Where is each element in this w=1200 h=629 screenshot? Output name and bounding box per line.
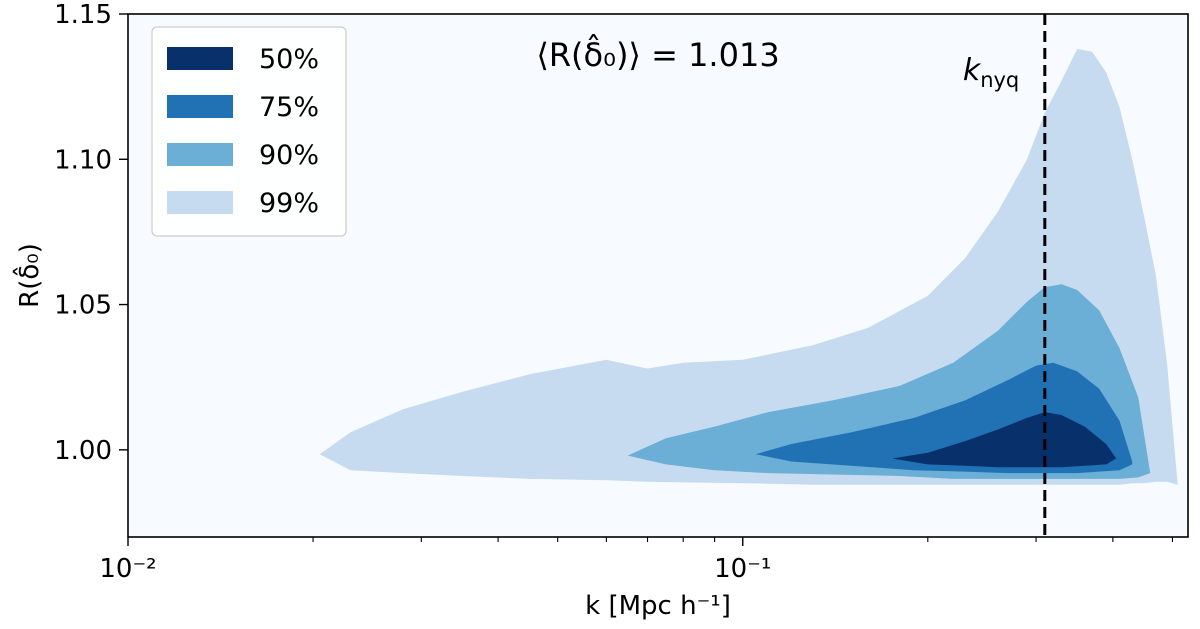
confidence-bands xyxy=(319,48,1178,485)
plot-frame xyxy=(127,13,1189,538)
y-tick-label: 1.15 xyxy=(54,0,112,30)
y-tick-label: 1.05 xyxy=(54,291,112,321)
x-axis-label: k [Mpc h⁻¹] xyxy=(585,591,731,621)
legend: 50% 75% 90% 99% xyxy=(151,26,347,237)
x-axis-ticks: 10⁻² 10⁻¹ xyxy=(99,537,1173,584)
y-axis-ticks: 1.00 1.05 1.10 1.15 xyxy=(54,0,128,466)
legend-label: 50% xyxy=(259,44,319,75)
nyquist-label-sub: nyq xyxy=(980,68,1019,92)
legend-label: 99% xyxy=(259,188,319,219)
legend-swatch xyxy=(167,143,233,166)
legend-label: 75% xyxy=(259,92,319,123)
x-tick-label: 10⁻¹ xyxy=(714,554,771,584)
legend-box xyxy=(151,26,347,237)
mean-annotation: ⟨R(δ̂₀)⟩ = 1.013 xyxy=(536,34,779,74)
nyquist-label-text: knyq xyxy=(963,53,1019,92)
legend-label: 90% xyxy=(259,140,319,171)
legend-swatch xyxy=(167,47,233,70)
y-tick-label: 1.10 xyxy=(54,145,112,175)
nyquist-label: knyq xyxy=(963,53,1019,92)
x-tick-label: 10⁻² xyxy=(99,554,156,584)
y-tick-label: 1.00 xyxy=(54,436,112,466)
legend-swatch xyxy=(167,95,233,118)
y-axis-label: R(δ̂₀) xyxy=(11,243,45,308)
legend-swatch xyxy=(167,191,233,214)
nyquist-label-base: k xyxy=(963,53,982,88)
band-50pct xyxy=(892,412,1117,468)
